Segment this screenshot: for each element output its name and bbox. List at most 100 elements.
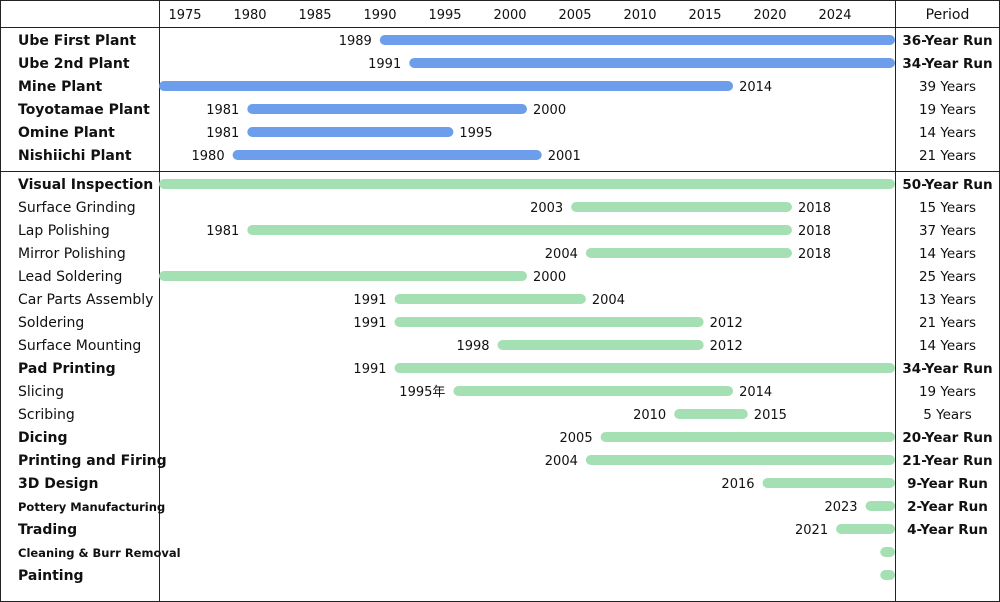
process-label: Cleaning & Burr Removal xyxy=(18,546,181,560)
x-tick-label: 1975 xyxy=(168,8,201,23)
plant-start-year: 1991 xyxy=(368,57,401,72)
process-bar xyxy=(159,179,895,189)
plant-period: 36-Year Run xyxy=(902,33,992,49)
process-start-year: 2023 xyxy=(824,500,857,515)
process-period: 14 Years xyxy=(919,246,976,262)
process-bar xyxy=(394,317,704,327)
process-end-year: 2018 xyxy=(798,247,831,262)
process-label: Printing and Firing xyxy=(18,453,167,469)
process-label: Pad Printing xyxy=(18,361,116,377)
process-label: Lap Polishing xyxy=(18,223,110,239)
process-label: Trading xyxy=(18,522,77,538)
process-period: 37 Years xyxy=(919,223,976,239)
process-start-year: 2010 xyxy=(633,408,666,423)
process-end-year: 2018 xyxy=(798,224,831,239)
process-label: Pottery Manufacturing xyxy=(18,500,165,514)
plant-bar xyxy=(409,58,895,68)
period-header: Period xyxy=(926,7,970,23)
plant-label: Ube First Plant xyxy=(18,33,136,49)
plant-period: 34-Year Run xyxy=(902,56,992,72)
plant-period: 21 Years xyxy=(919,148,976,164)
process-period: 20-Year Run xyxy=(902,430,992,446)
process-period: 50-Year Run xyxy=(902,177,992,193)
plant-label: Toyotamae Plant xyxy=(18,102,150,118)
process-period: 9-Year Run xyxy=(907,476,988,492)
plant-bar xyxy=(159,81,734,91)
process-period: 34-Year Run xyxy=(902,361,992,377)
process-period: 25 Years xyxy=(919,269,976,285)
process-label: Lead Soldering xyxy=(18,269,122,285)
process-period: 15 Years xyxy=(919,200,976,216)
plant-label: Omine Plant xyxy=(18,125,115,141)
plant-bar xyxy=(379,35,895,45)
process-bar xyxy=(836,524,895,534)
process-bar xyxy=(762,478,895,488)
x-tick-label: 2024 xyxy=(818,8,851,23)
process-label: Dicing xyxy=(18,430,68,446)
process-period: 13 Years xyxy=(919,292,976,308)
process-start-year: 2004 xyxy=(545,454,578,469)
process-label: Surface Grinding xyxy=(18,200,136,216)
process-label: Surface Mounting xyxy=(18,338,141,354)
process-period: 19 Years xyxy=(919,384,976,400)
process-bar xyxy=(600,432,895,442)
plant-period: 39 Years xyxy=(919,79,976,95)
process-label: 3D Design xyxy=(18,476,98,492)
x-tick-label: 1985 xyxy=(298,8,331,23)
process-period: 14 Years xyxy=(919,338,976,354)
process-label: Soldering xyxy=(18,315,84,331)
process-period: 5 Years xyxy=(923,407,972,423)
process-label: Scribing xyxy=(18,407,75,423)
x-tick-label: 1995 xyxy=(428,8,461,23)
process-start-year: 2005 xyxy=(560,431,593,446)
process-start-year: 1995年 xyxy=(399,385,445,400)
process-start-year: 1981 xyxy=(206,224,239,239)
plant-label: Nishiichi Plant xyxy=(18,148,132,164)
plant-start-year: 1989 xyxy=(339,34,372,49)
plant-end-year: 2001 xyxy=(548,149,581,164)
x-tick-label: 2015 xyxy=(688,8,721,23)
process-bar xyxy=(880,547,895,557)
plant-period: 19 Years xyxy=(919,102,976,118)
process-bar xyxy=(394,363,895,373)
plant-end-year: 2000 xyxy=(533,103,566,118)
process-label: Car Parts Assembly xyxy=(18,292,153,308)
process-end-year: 2012 xyxy=(710,339,743,354)
plant-bar xyxy=(247,127,454,137)
process-start-year: 2003 xyxy=(530,201,563,216)
plant-bar xyxy=(247,104,527,114)
x-tick-label: 2010 xyxy=(623,8,656,23)
process-end-year: 2018 xyxy=(798,201,831,216)
process-period: 4-Year Run xyxy=(907,522,988,538)
process-bar xyxy=(585,248,792,258)
plant-bar xyxy=(232,150,542,160)
x-tick-label: 1980 xyxy=(233,8,266,23)
process-label: Painting xyxy=(18,568,84,584)
process-bar xyxy=(674,409,748,419)
process-start-year: 1991 xyxy=(353,316,386,331)
x-tick-label: 2005 xyxy=(558,8,591,23)
process-label: Visual Inspection xyxy=(18,177,153,193)
process-bar xyxy=(247,225,792,235)
plant-label: Ube 2nd Plant xyxy=(18,56,130,72)
process-period: 21-Year Run xyxy=(902,453,992,469)
process-bar xyxy=(571,202,792,212)
process-bar xyxy=(585,455,895,465)
plant-end-year: 2014 xyxy=(739,80,772,95)
process-bar xyxy=(159,271,527,281)
process-start-year: 1991 xyxy=(353,293,386,308)
process-bar xyxy=(394,294,586,304)
process-end-year: 2015 xyxy=(754,408,787,423)
plant-end-year: 1995 xyxy=(459,126,492,141)
plant-start-year: 1980 xyxy=(192,149,225,164)
process-start-year: 2004 xyxy=(545,247,578,262)
process-end-year: 2000 xyxy=(533,270,566,285)
process-start-year: 1998 xyxy=(456,339,489,354)
process-start-year: 2016 xyxy=(721,477,754,492)
process-period: 2-Year Run xyxy=(907,499,988,515)
plant-label: Mine Plant xyxy=(18,79,103,95)
process-start-year: 1991 xyxy=(353,362,386,377)
process-end-year: 2004 xyxy=(592,293,625,308)
process-bar xyxy=(497,340,704,350)
